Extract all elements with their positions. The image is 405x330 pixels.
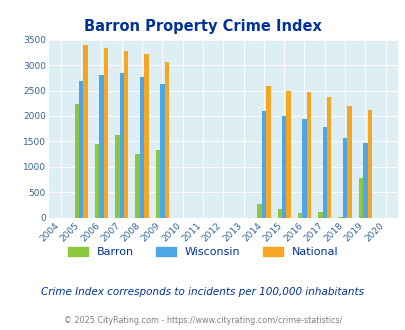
Bar [256, 204, 261, 218]
Bar [281, 116, 286, 218]
Text: Crime Index corresponds to incidents per 100,000 inhabitants: Crime Index corresponds to incidents per… [41, 287, 364, 297]
Bar [95, 145, 99, 218]
Bar [135, 154, 139, 218]
Bar [83, 45, 87, 218]
Bar [286, 91, 290, 218]
Legend: Barron, Wisconsin, National: Barron, Wisconsin, National [63, 242, 342, 262]
Bar [164, 62, 169, 218]
Bar [104, 48, 108, 218]
Bar [337, 217, 342, 218]
Text: Barron Property Crime Index: Barron Property Crime Index [84, 19, 321, 34]
Bar [119, 73, 124, 218]
Bar [277, 210, 281, 218]
Bar [115, 135, 119, 218]
Bar [358, 178, 362, 218]
Bar [75, 104, 79, 218]
Bar [326, 97, 330, 218]
Bar [367, 110, 371, 218]
Bar [261, 111, 266, 218]
Bar [124, 51, 128, 218]
Bar [297, 213, 301, 218]
Bar [139, 77, 144, 218]
Bar [362, 143, 367, 218]
Bar [306, 92, 311, 218]
Bar [144, 54, 148, 218]
Bar [160, 84, 164, 218]
Bar [346, 106, 351, 218]
Bar [302, 118, 306, 218]
Text: © 2025 CityRating.com - https://www.cityrating.com/crime-statistics/: © 2025 CityRating.com - https://www.city… [64, 315, 341, 325]
Bar [317, 212, 322, 218]
Bar [156, 149, 160, 218]
Bar [342, 138, 347, 218]
Bar [99, 75, 104, 218]
Bar [322, 127, 326, 218]
Bar [79, 82, 83, 218]
Bar [266, 86, 270, 218]
